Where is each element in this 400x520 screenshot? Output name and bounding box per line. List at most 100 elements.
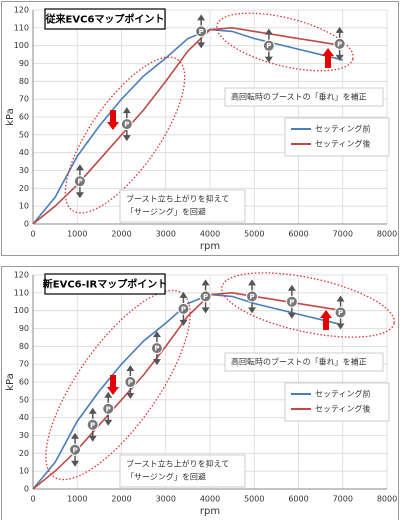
legend-box [284, 117, 390, 157]
map-point-icon [86, 418, 99, 431]
map-point-icon [120, 118, 133, 131]
highlight-ellipse [216, 12, 354, 72]
chart-title: 従来EVC6マップポイント [45, 13, 165, 26]
map-point: P [199, 279, 212, 314]
map-point-label: P [249, 293, 254, 301]
map-point-icon [333, 37, 346, 50]
series-line [32, 27, 343, 225]
x-tick-label: 8000 [377, 495, 397, 504]
map-point-label: P [154, 345, 159, 353]
map-point: P [86, 407, 99, 442]
map-point-label: P [124, 121, 129, 129]
legend-label: セッティング前 [315, 124, 371, 134]
map-point: P [262, 28, 275, 63]
y-tick-label: 10 [19, 467, 29, 476]
map-point: P [124, 365, 137, 399]
red-arrow [107, 375, 119, 395]
y-tick-label: 90 [19, 324, 29, 333]
red-arrow [322, 48, 334, 68]
y-tick-label: 0 [24, 485, 29, 494]
x-tick-label: 3000 [156, 230, 176, 239]
map-point: P [150, 331, 163, 366]
x-tick-label: 5000 [244, 230, 264, 239]
y-tick-label: 30 [19, 166, 29, 175]
map-point-icon [334, 306, 347, 319]
x-tick-label: 4000 [200, 495, 220, 504]
legend-label: セッティング後 [315, 404, 371, 414]
annotation: 「サージング」を回避 [126, 472, 206, 482]
highlight-ellipse [64, 56, 186, 214]
y-tick-label: 40 [19, 413, 29, 422]
x-tick-label: 5000 [244, 495, 264, 504]
x-tick-label: 6000 [288, 495, 308, 504]
annotation-box [224, 352, 384, 372]
annotation: ブースト立ち上がりを抑えて [126, 459, 229, 469]
y-tick-label: 110 [14, 23, 29, 32]
y-tick-label: 60 [19, 378, 29, 387]
map-point: P [120, 107, 133, 142]
y-tick-label: 0 [24, 220, 29, 229]
y-axis-label: kPa [5, 108, 16, 126]
annotation-box [224, 87, 384, 107]
y-tick-label: 80 [19, 77, 29, 86]
x-tick-label: 6000 [288, 230, 308, 239]
map-point: P [334, 295, 347, 330]
map-point-label: P [128, 379, 133, 387]
annotation-box [119, 189, 246, 223]
title-box [44, 8, 166, 30]
series-line [32, 28, 343, 225]
highlight-ellipse [221, 272, 395, 338]
x-tick-label: 0 [30, 230, 35, 239]
chart-title: 新EVC6-IRマップポイント [43, 278, 167, 291]
map-point-icon [102, 402, 115, 415]
map-point-icon [150, 342, 163, 355]
map-point-label: P [77, 178, 82, 186]
y-tick-label: 110 [14, 288, 29, 297]
map-point-label: P [289, 298, 294, 306]
y-tick-label: 60 [19, 113, 29, 122]
map-point-icon [199, 290, 212, 303]
y-tick-label: 120 [14, 271, 29, 280]
y-tick-label: 100 [14, 306, 29, 315]
y-tick-label: 90 [19, 59, 29, 68]
map-point: P [177, 291, 190, 326]
annotation: 高回転時のブーストの「垂れ」を補正 [231, 357, 367, 367]
y-tick-label: 30 [19, 431, 29, 440]
annotation-box [119, 454, 246, 488]
map-point-icon [246, 290, 259, 303]
highlight-ellipse [45, 289, 191, 481]
x-tick-label: 2000 [111, 230, 131, 239]
map-point: P [285, 284, 298, 319]
legend-label: セッティング前 [315, 389, 371, 399]
map-point-label: P [181, 305, 186, 313]
title-box [44, 273, 166, 295]
red-arrow [107, 110, 119, 130]
map-point-label: P [266, 42, 271, 50]
x-tick-label: 0 [30, 495, 35, 504]
y-axis-label: kPa [5, 373, 16, 391]
map-point-icon [262, 39, 275, 52]
map-point: P [333, 26, 346, 61]
map-point-label: P [337, 40, 342, 48]
x-tick-label: 3000 [156, 495, 176, 504]
x-tick-label: 1000 [67, 230, 87, 239]
x-tick-label: 1000 [67, 495, 87, 504]
x-axis-label: rpm [200, 241, 220, 252]
map-point-label: P [199, 28, 204, 36]
map-point-icon [73, 175, 86, 188]
map-point-label: P [72, 446, 77, 454]
map-point: P [195, 14, 208, 49]
y-tick-label: 20 [19, 184, 29, 193]
y-tick-label: 50 [19, 395, 29, 404]
map-point: P [69, 432, 82, 467]
y-tick-label: 70 [19, 95, 29, 104]
annotation: ブースト立ち上がりを抑えて [126, 194, 229, 204]
y-tick-label: 20 [19, 449, 29, 458]
map-point: P [246, 279, 259, 314]
annotation: 「サージング」を回避 [126, 207, 206, 217]
x-tick-label: 4000 [200, 230, 220, 239]
map-point-label: P [338, 309, 343, 317]
map-point-icon [195, 25, 208, 38]
x-tick-label: 2000 [111, 495, 131, 504]
map-point-icon [177, 302, 190, 315]
